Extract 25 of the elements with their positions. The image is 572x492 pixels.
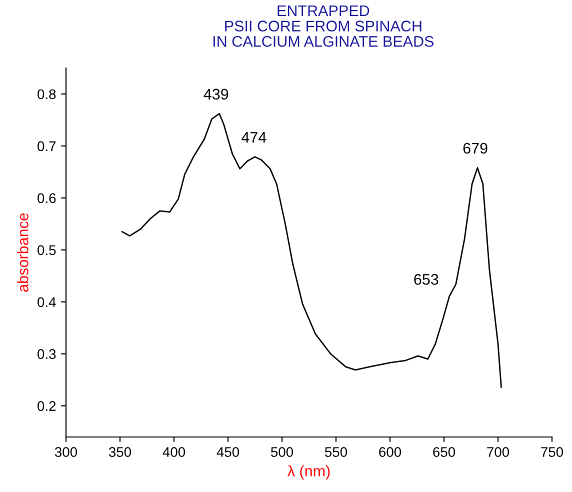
y-tick-label: 0.5 [38,245,56,256]
y-tick-label: 0.2 [38,401,56,411]
y-tick-label: 0.3 [38,349,56,360]
x-tick-label: 350 [108,447,132,457]
chart-title: ENTRAPPED PSII CORE FROM SPINACH IN CALCIUM ALGINATE BEADS [214,5,434,47]
x-tick-label: 400 [162,447,186,457]
annotation: 439 [204,88,228,100]
annotation: 653 [414,274,438,285]
line-series [121,113,502,388]
y-tick-label: 0.6 [38,193,56,204]
x-tick-label: 550 [324,447,348,457]
annotation: 474 [242,132,266,143]
x-tick-label: 700 [487,447,510,457]
x-tick-label: 450 [216,447,240,457]
y-tick-label: 0.8 [38,89,56,100]
x-tick-label: 300 [54,447,78,457]
y-tick-label: 0.4 [38,297,56,308]
y-axis-title: absorbance [17,213,28,292]
x-tick-label: 500 [270,447,294,457]
y-tick-label: 0.7 [38,141,56,152]
x-tick-label: 750 [541,447,564,457]
x-axis-title: λ (nm) [287,465,330,480]
annotation: 679 [463,142,488,154]
x-tick-label: 600 [379,447,402,457]
x-tick-label: 650 [433,447,456,457]
